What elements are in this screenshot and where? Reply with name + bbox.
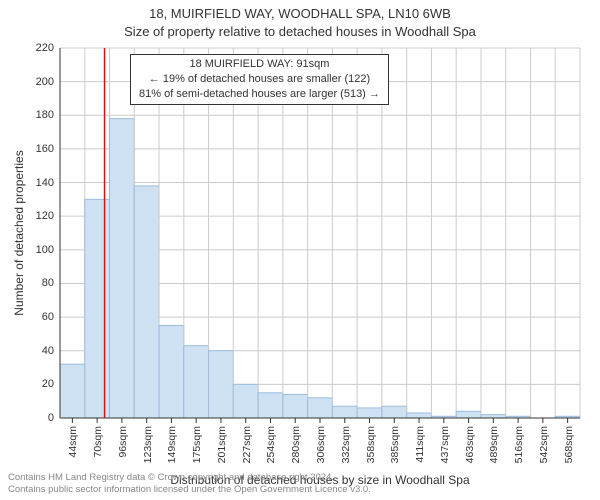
y-axis-label: Number of detached properties	[12, 48, 32, 418]
y-tick-label: 20	[42, 378, 54, 390]
x-tick-label: 70sqm	[92, 426, 104, 458]
annotation-box: 18 MUIRFIELD WAY: 91sqm ← 19% of detache…	[130, 54, 389, 105]
chart-title-line2: Size of property relative to detached ho…	[0, 24, 600, 39]
x-tick-label: 542sqm	[538, 426, 550, 463]
y-tick-label: 100	[36, 244, 54, 256]
y-tick-label: 160	[36, 143, 54, 155]
x-tick-label: 149sqm	[166, 426, 178, 463]
x-tick-label: 227sqm	[241, 426, 253, 463]
figure: 18, MUIRFIELD WAY, WOODHALL SPA, LN10 6W…	[0, 0, 600, 500]
y-tick-label: 220	[36, 42, 54, 54]
x-tick-label: 332sqm	[340, 426, 352, 463]
y-tick-label: 200	[36, 76, 54, 88]
plot-area: Number of detached properties Distributi…	[60, 48, 580, 418]
annotation-line: ← 19% of detached houses are smaller (12…	[139, 72, 380, 87]
x-tick-label: 306sqm	[315, 426, 327, 463]
footer-line: Contains HM Land Registry data © Crown c…	[8, 472, 371, 484]
x-tick-label: 489sqm	[488, 426, 500, 463]
x-tick-label: 385sqm	[389, 426, 401, 463]
x-tick-label: 123sqm	[142, 426, 154, 463]
x-tick-label: 175sqm	[191, 426, 203, 463]
x-tick-label: 358sqm	[365, 426, 377, 463]
x-tick-label: 280sqm	[290, 426, 302, 463]
x-tick-label: 254sqm	[265, 426, 277, 463]
y-tick-label: 0	[48, 412, 54, 424]
attribution-footer: Contains HM Land Registry data © Crown c…	[8, 472, 371, 496]
annotation-line: 81% of semi-detached houses are larger (…	[139, 87, 380, 102]
footer-line: Contains public sector information licen…	[8, 484, 371, 496]
x-tick-label: 568sqm	[563, 426, 575, 463]
y-tick-label: 140	[36, 177, 54, 189]
x-tick-label: 201sqm	[216, 426, 228, 463]
y-tick-label: 80	[42, 277, 54, 289]
annotation-line: 18 MUIRFIELD WAY: 91sqm	[139, 57, 380, 72]
y-tick-label: 120	[36, 210, 54, 222]
chart-title-line1: 18, MUIRFIELD WAY, WOODHALL SPA, LN10 6W…	[0, 6, 600, 21]
y-tick-label: 180	[36, 109, 54, 121]
x-tick-label: 463sqm	[464, 426, 476, 463]
x-tick-label: 437sqm	[439, 426, 451, 463]
x-tick-label: 96sqm	[117, 426, 129, 458]
x-tick-label: 44sqm	[67, 426, 79, 458]
y-tick-label: 40	[42, 345, 54, 357]
x-tick-label: 516sqm	[513, 426, 525, 463]
x-tick-label: 411sqm	[414, 426, 426, 463]
y-tick-label: 60	[42, 311, 54, 323]
